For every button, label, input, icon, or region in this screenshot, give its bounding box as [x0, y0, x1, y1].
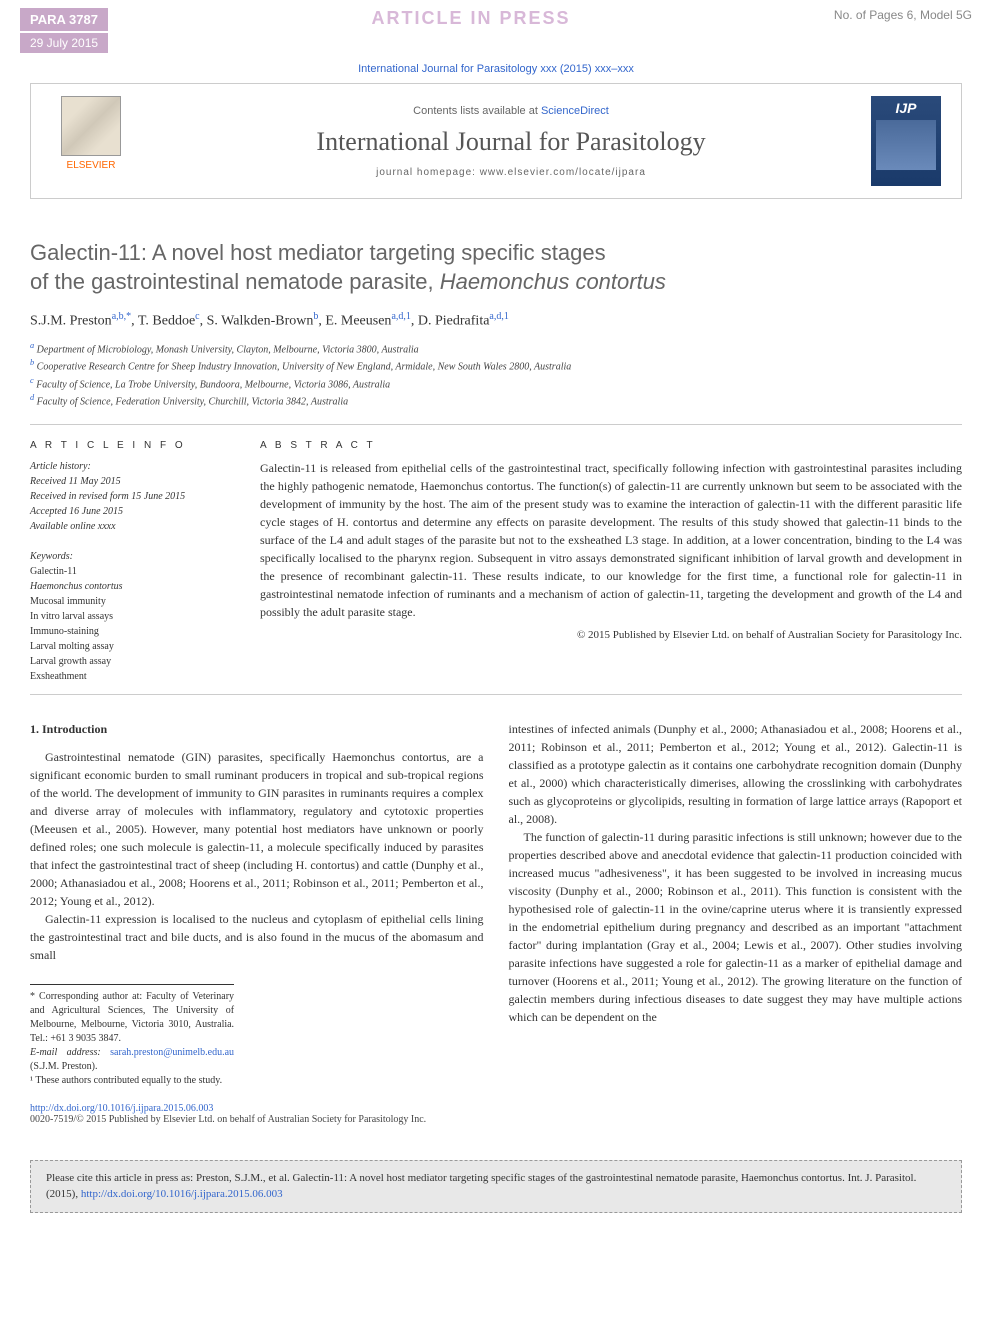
- title-line1: Galectin-11: A novel host mediator targe…: [30, 240, 606, 265]
- article-info: A R T I C L E I N F O Article history: R…: [30, 440, 230, 684]
- journal-name: International Journal for Parasitology: [151, 127, 871, 157]
- intro-heading: 1. Introduction: [30, 720, 484, 738]
- email-line: E-mail address: sarah.preston@unimelb.ed…: [30, 1046, 234, 1074]
- history-heading: Article history:: [30, 459, 230, 474]
- history-revised: Received in revised form 15 June 2015: [30, 489, 230, 504]
- doi-link[interactable]: http://dx.doi.org/10.1016/j.ijpara.2015.…: [30, 1103, 213, 1114]
- col2-para2: The function of galectin-11 during paras…: [509, 828, 963, 1026]
- history-online: Available online xxxx: [30, 519, 230, 534]
- issn-line: 0020-7519/© 2015 Published by Elsevier L…: [30, 1114, 962, 1125]
- equal-contribution: ¹ These authors contributed equally to t…: [30, 1074, 234, 1088]
- history-received: Received 11 May 2015: [30, 474, 230, 489]
- email-link[interactable]: sarah.preston@unimelb.edu.au: [110, 1047, 234, 1058]
- divider: [30, 694, 962, 695]
- affiliations-list: a Department of Microbiology, Monash Uni…: [30, 340, 962, 409]
- doi-line: http://dx.doi.org/10.1016/j.ijpara.2015.…: [30, 1103, 962, 1114]
- keywords-block: Keywords: Galectin-11Haemonchus contortu…: [30, 549, 230, 684]
- elsevier-tree-icon: [61, 96, 121, 156]
- footnotes: * Corresponding author at: Faculty of Ve…: [30, 984, 234, 1088]
- right-column: intestines of infected animals (Dunphy e…: [509, 720, 963, 1088]
- divider: [30, 424, 962, 425]
- contents-prefix: Contents lists available at: [413, 105, 541, 117]
- homepage-line: journal homepage: www.elsevier.com/locat…: [151, 167, 871, 178]
- article-history: Article history: Received 11 May 2015 Re…: [30, 459, 230, 534]
- title-line2-prefix: of the gastrointestinal nematode parasit…: [30, 269, 440, 294]
- info-abstract-row: A R T I C L E I N F O Article history: R…: [30, 440, 962, 684]
- header-left: PARA 3787 29 July 2015: [20, 8, 108, 53]
- history-accepted: Accepted 16 June 2015: [30, 504, 230, 519]
- email-label: E-mail address:: [30, 1047, 110, 1058]
- email-suffix: (S.J.M. Preston).: [30, 1061, 98, 1072]
- col2-para1: intestines of infected animals (Dunphy e…: [509, 720, 963, 828]
- article-title: Galectin-11: A novel host mediator targe…: [30, 239, 962, 296]
- copyright-line: © 2015 Published by Elsevier Ltd. on beh…: [260, 629, 962, 641]
- content-area: Galectin-11: A novel host mediator targe…: [0, 199, 992, 1145]
- header-bar: PARA 3787 29 July 2015 ARTICLE IN PRESS …: [0, 0, 992, 53]
- article-info-heading: A R T I C L E I N F O: [30, 440, 230, 451]
- abstract: A B S T R A C T Galectin-11 is released …: [260, 440, 962, 684]
- abstract-heading: A B S T R A C T: [260, 440, 962, 451]
- para-id: PARA 3787: [20, 8, 108, 31]
- contents-line: Contents lists available at ScienceDirec…: [151, 105, 871, 117]
- article-status: ARTICLE IN PRESS: [371, 8, 570, 29]
- citation-box: Please cite this article in press as: Pr…: [30, 1160, 962, 1213]
- elsevier-label: ELSEVIER: [67, 160, 116, 171]
- journal-center: Contents lists available at ScienceDirec…: [151, 105, 871, 178]
- corresponding-author: * Corresponding author at: Faculty of Ve…: [30, 990, 234, 1046]
- header-date: 29 July 2015: [20, 33, 108, 53]
- title-species: Haemonchus contortus: [440, 269, 666, 294]
- authors-list: S.J.M. Prestona,b,*, T. Beddoec, S. Walk…: [30, 311, 962, 330]
- journal-masthead: ELSEVIER Contents lists available at Sci…: [30, 83, 962, 199]
- elsevier-logo: ELSEVIER: [51, 96, 131, 186]
- body-columns: 1. Introduction Gastrointestinal nematod…: [30, 720, 962, 1088]
- intro-para1: Gastrointestinal nematode (GIN) parasite…: [30, 748, 484, 910]
- cite-doi-link[interactable]: http://dx.doi.org/10.1016/j.ijpara.2015.…: [81, 1188, 283, 1200]
- ijp-cover: IJP: [871, 96, 941, 186]
- pages-model: No. of Pages 6, Model 5G: [834, 8, 972, 22]
- ijp-cover-image: [876, 120, 936, 170]
- keywords-heading: Keywords:: [30, 549, 230, 564]
- sciencedirect-link[interactable]: ScienceDirect: [541, 105, 609, 117]
- left-column: 1. Introduction Gastrointestinal nematod…: [30, 720, 484, 1088]
- journal-reference: International Journal for Parasitology x…: [0, 63, 992, 75]
- ijp-label: IJP: [895, 100, 916, 116]
- intro-para2: Galectin-11 expression is localised to t…: [30, 910, 484, 964]
- abstract-text: Galectin-11 is released from epithelial …: [260, 459, 962, 621]
